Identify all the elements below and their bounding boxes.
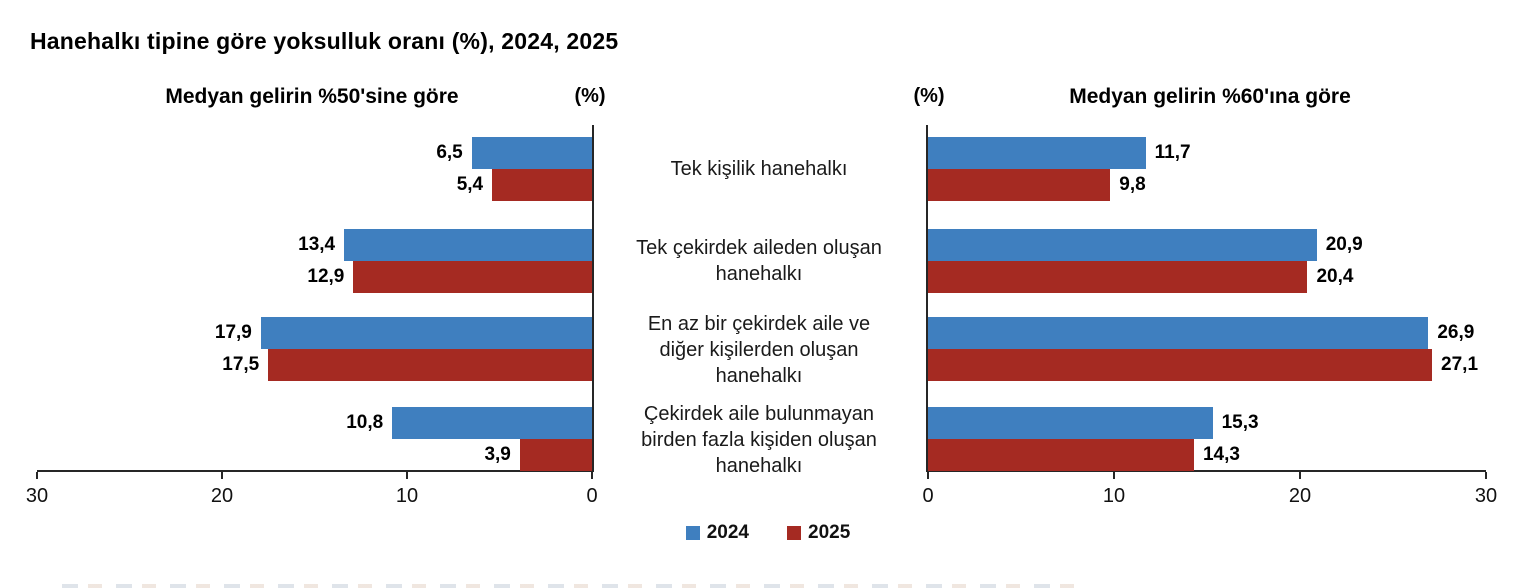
legend-swatch-2025 [787,526,801,540]
value-label-2025-row2: 20,4 [1316,266,1354,287]
left-chart-plot-area: 6,5 13,4 17,9 10,8 5,4 12,9 17,5 3,9 30 20 10 0 [26,125,598,507]
value-label-2024-row4: 15,3 [1221,412,1259,433]
bar-2024-row4 [928,407,1213,439]
value-label-2024-row1: 6,5 [436,142,463,163]
bar-2025-row3 [928,349,1433,381]
axis-tick [406,472,408,479]
bar-2024-row3 [260,317,592,349]
category-label-2: Tek çekirdek aileden oluşan hanehalkı [636,237,882,285]
axis-tick [1299,472,1301,479]
value-label-2025-row3: 27,1 [1441,354,1479,375]
value-label-2025-row2: 12,9 [307,266,345,287]
axis-tick-label: 10 [1102,485,1126,507]
legend: 2024 2025 [0,522,1536,544]
bar-2024-row1 [928,137,1146,169]
axis-tick-label: 30 [1474,485,1498,507]
clipped-source-text [62,584,1082,588]
panel-left-header: Medyan gelirin %50'sine göre [165,85,459,108]
axis-tick [1113,472,1115,479]
bar-2025-row2 [928,261,1308,293]
value-label-2024-row4: 10,8 [346,412,384,433]
bar-2024-row2 [344,229,592,261]
value-label-2024-row2: 13,4 [298,234,336,255]
bar-2024-row4 [392,407,592,439]
legend-item-2025: 2025 [787,522,850,544]
category-label-1: Tek kişilik hanehalkı [670,158,848,180]
value-label-2025-row4: 3,9 [484,444,511,465]
bar-2025-row2 [353,261,592,293]
value-label-2025-row4: 14,3 [1202,444,1240,465]
category-label-3: En az bir çekirdek aile ve diğer kişiler… [647,313,871,387]
axis-tick-label: 0 [586,485,598,507]
axis-tick [36,472,38,479]
axis-tick [591,472,593,479]
legend-label: 2025 [808,522,851,543]
panel-left-unit-label: (%) [574,85,606,107]
legend-label: 2024 [706,522,749,543]
bar-2025-row3 [268,349,592,381]
axis-tick-label: 20 [210,485,234,507]
value-label-2024-row2: 20,9 [1325,234,1363,255]
axis-tick [221,472,223,479]
axis-tick [1485,472,1487,479]
value-label-2024-row3: 26,9 [1437,322,1475,343]
bar-2025-row1 [928,169,1111,201]
axis-tick-label: 30 [25,485,49,507]
panel-right-unit-label: (%) [913,85,945,107]
axis-tick-label: 20 [1288,485,1312,507]
bar-2024-row2 [928,229,1317,261]
bar-2024-row3 [928,317,1429,349]
panel-right-header: Medyan gelirin %60'ına göre [1069,85,1351,108]
bar-2025-row4 [519,439,592,471]
axis-tick [927,472,929,479]
category-label-4: Çekirdek aile bulunmayan birden fazla ki… [641,403,877,477]
bar-2024-row1 [471,137,592,169]
value-label-2025-row3: 17,5 [222,354,260,375]
bar-2025-row4 [928,439,1194,471]
legend-item-2024: 2024 [685,522,749,544]
value-label-2024-row1: 11,7 [1154,142,1191,163]
chart-title: Hanehalkı tipine göre yoksulluk oranı (%… [30,28,619,54]
legend-swatch-2024 [685,526,700,540]
value-label-2024-row3: 17,9 [214,322,252,343]
bar-2025-row1 [492,169,592,201]
value-label-2025-row1: 5,4 [456,174,484,195]
axis-tick-label: 0 [922,485,934,507]
right-chart-plot-area: 11,7 20,9 26,9 15,3 9,8 20,4 27,1 14,3 0 10 20 30 [922,125,1497,507]
axis-tick-label: 10 [395,485,419,507]
value-label-2025-row1: 9,8 [1119,174,1146,195]
